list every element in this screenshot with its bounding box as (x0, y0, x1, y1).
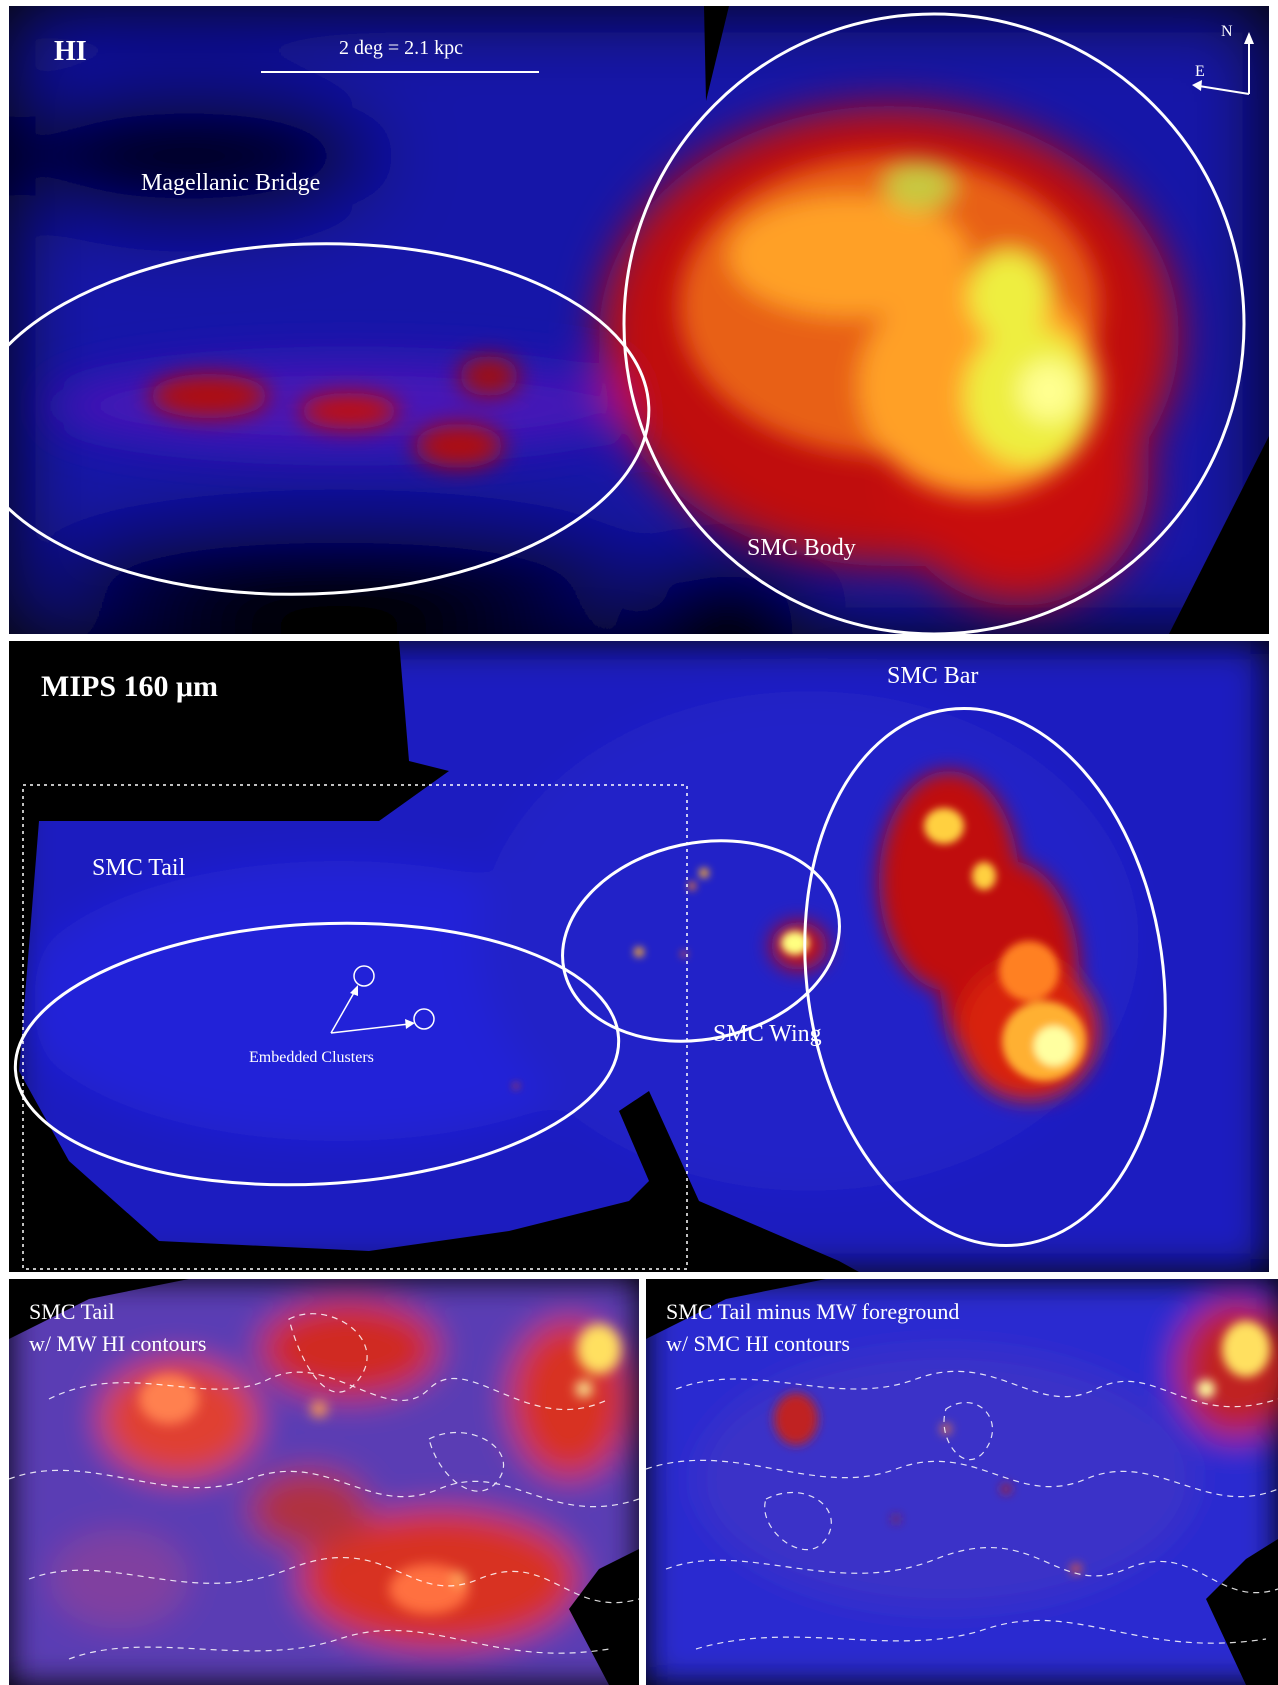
tail-mw-label-line1: SMC Tail (29, 1299, 114, 1324)
smc-wing-label: SMC Wing (713, 1021, 822, 1047)
hi-map-image: HI 2 deg = 2.1 kpc N E Magellanic Bridge… (9, 6, 1269, 634)
smc-bar-label: SMC Bar (887, 663, 978, 689)
embedded-clusters-label: Embedded Clusters (249, 1049, 374, 1066)
mips-map-panel: MIPS 160 μm SMC Bar SMC Tail SMC Wing Em… (9, 641, 1269, 1272)
mips-map-image: MIPS 160 μm SMC Bar SMC Tail SMC Wing Em… (9, 641, 1269, 1272)
compass-east-label: E (1195, 63, 1205, 80)
tail-smc-image: SMC Tail minus MW foreground w/ SMC HI c… (646, 1279, 1278, 1685)
magellanic-bridge-label: Magellanic Bridge (141, 170, 320, 196)
tail-mw-label-line2: w/ MW HI contours (29, 1331, 206, 1356)
smc-body-label: SMC Body (747, 535, 856, 561)
scale-bar-label: 2 deg = 2.1 kpc (339, 37, 463, 59)
tail-smc-label-line1: SMC Tail minus MW foreground (666, 1299, 959, 1324)
tail-mw-contours-panel: SMC Tail w/ MW HI contours (9, 1279, 639, 1685)
tail-smc-contours-panel: SMC Tail minus MW foreground w/ SMC HI c… (646, 1279, 1278, 1685)
hi-panel-title: HI (54, 36, 87, 67)
compass-north-label: N (1221, 23, 1233, 40)
tail-mw-image: SMC Tail w/ MW HI contours (9, 1279, 639, 1685)
mips-panel-title: MIPS 160 μm (41, 670, 218, 703)
hi-map-panel: HI 2 deg = 2.1 kpc N E Magellanic Bridge… (9, 6, 1269, 634)
tail-smc-label-line2: w/ SMC HI contours (666, 1331, 850, 1356)
smc-tail-label: SMC Tail (92, 855, 186, 881)
